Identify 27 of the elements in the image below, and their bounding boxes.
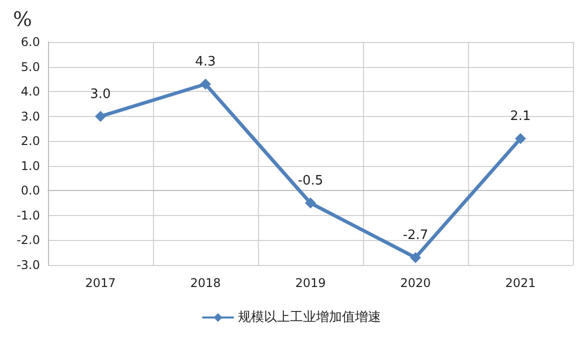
- data-label: 4.3: [195, 54, 216, 70]
- y-axis-title: %: [13, 7, 32, 31]
- y-tick-label: 6.0: [20, 35, 40, 49]
- point: [515, 133, 526, 144]
- data-label: -2.7: [402, 228, 428, 244]
- x-tick-label: 2021: [505, 276, 536, 290]
- point: [200, 78, 211, 90]
- y-tick-label: 0.0: [20, 184, 40, 198]
- y-tick-label: 5.0: [20, 60, 40, 74]
- point: [410, 252, 421, 264]
- y-tick-label: 4.0: [20, 84, 40, 99]
- data-label: 3.0: [90, 86, 111, 102]
- point: [305, 198, 316, 209]
- legend-label: 规模以上工业增加值增速: [238, 310, 381, 325]
- y-tick-label: 1.0: [20, 158, 40, 173]
- x-tick-label: 2019: [295, 276, 326, 290]
- data-label: 2.1: [510, 109, 531, 124]
- x-tick-label: 2017: [85, 276, 116, 290]
- data-label: -0.5: [298, 174, 324, 189]
- x-tick-label: 2018: [190, 276, 221, 290]
- point: [95, 110, 106, 122]
- y-tick-label: -2.0: [16, 233, 40, 248]
- y-tick-label: -1.0: [16, 208, 40, 222]
- x-tick-label: 2020: [400, 276, 431, 290]
- y-tick-label: 3.0: [20, 109, 40, 124]
- y-tick-label: 2.0: [20, 134, 40, 148]
- y-tick-label: -3.0: [16, 258, 40, 272]
